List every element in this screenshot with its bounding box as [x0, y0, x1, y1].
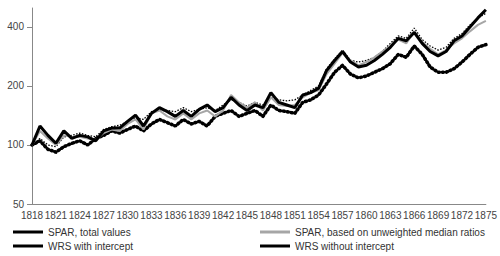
svg-text:1845: 1845: [236, 210, 259, 221]
svg-text:1857: 1857: [331, 210, 354, 221]
svg-text:1854: 1854: [308, 210, 331, 221]
svg-text:200: 200: [7, 80, 24, 91]
svg-text:1818: 1818: [21, 210, 44, 221]
svg-text:1860: 1860: [355, 210, 378, 221]
svg-text:SPAR, total values: SPAR, total values: [48, 227, 131, 238]
svg-text:1872: 1872: [451, 210, 474, 221]
svg-text:400: 400: [7, 21, 24, 32]
svg-text:1839: 1839: [188, 210, 211, 221]
svg-text:1851: 1851: [284, 210, 307, 221]
svg-text:1848: 1848: [260, 210, 283, 221]
svg-text:1842: 1842: [212, 210, 235, 221]
svg-text:1824: 1824: [69, 210, 92, 221]
svg-text:100: 100: [7, 139, 24, 150]
svg-text:1821: 1821: [45, 210, 68, 221]
svg-text:1875: 1875: [475, 210, 498, 221]
svg-text:1833: 1833: [140, 210, 163, 221]
svg-text:1869: 1869: [427, 210, 450, 221]
svg-text:SPAR, based on unweighted medi: SPAR, based on unweighted median ratios: [295, 227, 485, 238]
svg-text:WRS without intercept: WRS without intercept: [295, 241, 394, 252]
svg-text:1836: 1836: [164, 210, 187, 221]
svg-text:50: 50: [13, 199, 25, 210]
svg-text:1830: 1830: [116, 210, 139, 221]
svg-text:1863: 1863: [379, 210, 402, 221]
svg-text:WRS with intercept: WRS with intercept: [48, 241, 133, 252]
svg-text:1866: 1866: [403, 210, 426, 221]
svg-text:1827: 1827: [93, 210, 116, 221]
